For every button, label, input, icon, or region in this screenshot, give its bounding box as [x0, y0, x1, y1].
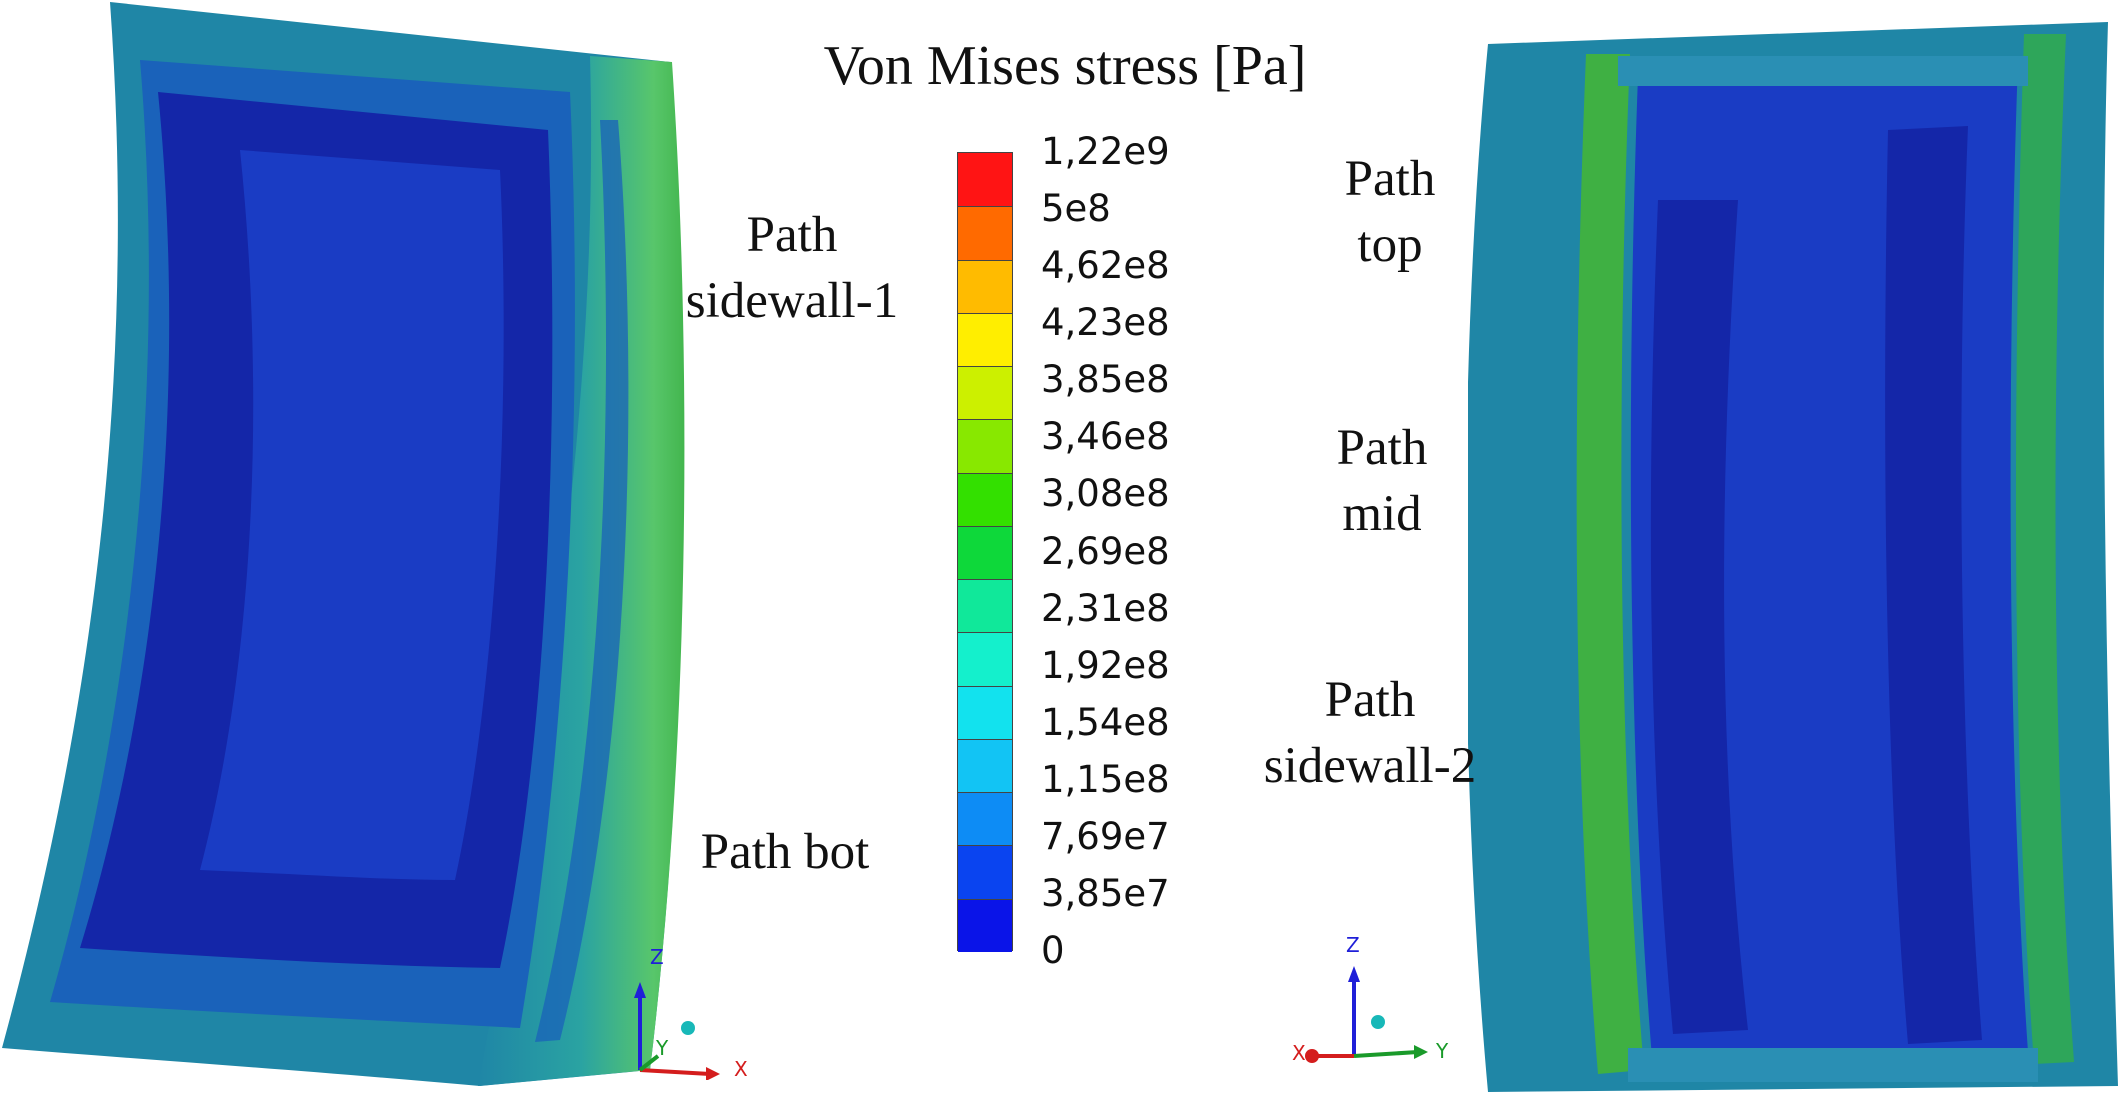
right-triad-marker [1371, 1015, 1385, 1029]
left-axis-triad: Z Y X [634, 945, 748, 1080]
legend-swatch [958, 153, 1012, 207]
path-label-sidewall-2: Path sidewall-2 [1250, 667, 1490, 799]
right-model-dark-band-left [1650, 200, 1748, 1034]
legend-tick-label: 3,85e8 [1041, 358, 1170, 402]
path-label-sidewall-1-line2: sidewall-1 [685, 273, 899, 329]
right-axis-triad: Z X Y [1292, 933, 1449, 1065]
right-triad-z-arrow [1348, 966, 1360, 982]
right-triad-y-axis [1353, 1050, 1419, 1058]
right-triad-x-label: X [1292, 1041, 1306, 1065]
path-label-top-line2: top [1357, 217, 1423, 273]
legend-swatch [958, 366, 1012, 420]
path-label-mid: Path mid [1282, 415, 1482, 547]
path-label-sidewall-2-line2: sidewall-2 [1263, 738, 1477, 794]
right-triad-z-label: Z [1346, 933, 1360, 957]
path-label-sidewall-2-line1: Path [1324, 672, 1416, 728]
legend-tick-label: 2,69e8 [1041, 529, 1170, 573]
right-model-top-cap [1618, 56, 2028, 86]
path-label-top-line1: Path [1344, 151, 1436, 207]
left-triad-marker [681, 1021, 695, 1035]
right-model-bottom-cap [1628, 1048, 2038, 1082]
legend-swatch [958, 845, 1012, 899]
legend-swatch [958, 898, 1012, 952]
legend-tick-label: 3,46e8 [1041, 415, 1170, 459]
right-model-right-rail [2015, 34, 2074, 1064]
left-triad-y-label: Y [655, 1036, 669, 1060]
left-model-sidewall-stripe [535, 120, 629, 1042]
color-legend [957, 152, 1013, 952]
legend-swatch [958, 472, 1012, 526]
legend-swatch [958, 259, 1012, 313]
legend-title: Von Mises stress [Pa] [823, 35, 1307, 97]
right-model-dark-band-right [1885, 126, 1982, 1044]
left-triad-z-label: Z [650, 945, 664, 969]
legend-tick-label: 3,08e8 [1041, 472, 1170, 516]
legend-tick-label: 7,69e7 [1041, 814, 1170, 858]
right-model-left-rail [1576, 54, 1644, 1074]
legend-tick-label: 3,85e7 [1041, 871, 1170, 915]
legend-tick-label: 4,23e8 [1041, 301, 1170, 345]
legend-tick-label: 5e8 [1041, 187, 1111, 231]
legend-swatch [958, 685, 1012, 739]
legend-tick-label: 1,54e8 [1041, 700, 1170, 744]
legend-swatch [958, 525, 1012, 580]
right-fe-model [1468, 22, 2118, 1092]
path-label-bot: Path bot [700, 824, 870, 880]
left-fe-model [2, 2, 685, 1086]
path-label-sidewall-1-line1: Path [746, 207, 838, 263]
legend-swatch [958, 632, 1012, 686]
path-label-mid-line1: Path [1336, 420, 1428, 476]
legend-swatch [958, 312, 1012, 367]
legend-tick-label: 1,15e8 [1041, 757, 1170, 801]
legend-tick-label: 4,62e8 [1041, 244, 1170, 288]
legend-tick-label: 1,22e9 [1041, 130, 1170, 173]
path-label-top: Path top [1290, 146, 1490, 278]
legend-swatch [958, 579, 1012, 633]
right-triad-x-node [1305, 1049, 1319, 1063]
legend-swatch [958, 206, 1012, 260]
left-triad-y-axis [638, 1054, 660, 1072]
legend-swatch [958, 738, 1012, 793]
left-triad-z-arrow [634, 982, 646, 998]
legend-swatch [958, 419, 1012, 473]
right-triad-y-label: Y [1435, 1039, 1449, 1063]
left-triad-x-label: X [734, 1057, 748, 1080]
legend-swatch [958, 792, 1012, 846]
legend-tick-label: 2,31e8 [1041, 586, 1170, 630]
left-model-core [200, 150, 504, 880]
left-triad-x-axis [639, 1068, 711, 1076]
legend-tick-label: 0 [1041, 929, 1065, 972]
left-triad-x-arrow [706, 1067, 720, 1080]
right-triad-y-arrow [1414, 1045, 1428, 1059]
path-label-sidewall-1: Path sidewall-1 [672, 202, 912, 334]
legend-tick-label: 1,92e8 [1041, 643, 1170, 687]
path-label-mid-line2: mid [1342, 486, 1422, 542]
